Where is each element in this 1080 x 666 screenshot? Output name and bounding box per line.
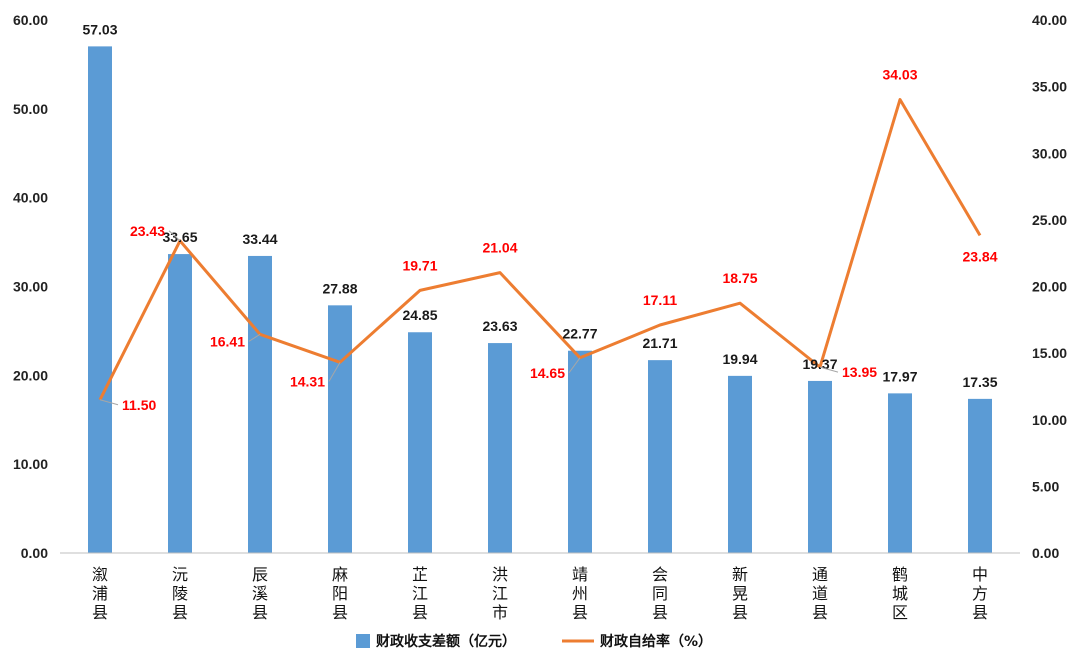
bar <box>88 46 112 554</box>
leader-line <box>99 399 119 406</box>
line-value-label: 18.75 <box>722 270 757 286</box>
bar-value-label: 24.85 <box>402 307 437 323</box>
bar <box>168 254 192 553</box>
bar <box>248 255 272 553</box>
bar-series <box>88 46 992 554</box>
leader-line <box>568 357 581 374</box>
category-label: 会同县 <box>652 565 668 622</box>
line-value-label: 21.04 <box>482 240 517 256</box>
bar-value-label: 23.63 <box>482 318 517 334</box>
bar <box>328 305 352 553</box>
bar <box>968 398 992 553</box>
left-tick-label: 0.00 <box>21 545 48 561</box>
bar-value-label: 27.88 <box>322 280 357 296</box>
bar <box>408 332 432 553</box>
right-tick-label: 0.00 <box>1032 545 1059 561</box>
left-y-axis: 0.00 10.00 20.00 30.00 40.00 50.00 60.00 <box>13 12 48 561</box>
line-value-label: 34.03 <box>882 67 917 83</box>
legend-bar-label: 财政收支差额（亿元） <box>375 633 516 650</box>
bar-value-label: 19.94 <box>722 351 757 367</box>
right-tick-label: 10.00 <box>1032 412 1067 428</box>
left-tick-label: 60.00 <box>13 12 48 28</box>
left-tick-label: 50.00 <box>13 101 48 117</box>
bar <box>728 375 752 553</box>
bar <box>888 393 912 553</box>
bar-value-label: 57.03 <box>82 21 117 37</box>
category-label: 辰溪县 <box>252 565 268 622</box>
right-tick-label: 15.00 <box>1032 345 1067 361</box>
legend-line-label: 财政自给率（%） <box>599 633 712 650</box>
category-label: 芷江县 <box>412 565 428 622</box>
category-label: 溆浦县 <box>92 565 108 622</box>
category-label: 靖州县 <box>572 565 588 622</box>
leader-line <box>168 230 181 242</box>
line-value-label: 11.50 <box>122 397 156 413</box>
category-label: 新晃县 <box>732 565 748 622</box>
right-tick-label: 5.00 <box>1032 478 1059 494</box>
legend-bar-swatch <box>356 634 370 648</box>
line-value-labels: 11.50 23.43 16.41 14.31 19.71 21.04 14.65 17.11… <box>99 67 998 413</box>
legend: 财政收支差额（亿元） 财政自给率（%） <box>356 633 712 650</box>
line-value-label: 14.31 <box>290 373 325 389</box>
category-label: 洪江市 <box>492 565 508 622</box>
category-label: 鹤城区 <box>892 565 908 622</box>
right-tick-label: 40.00 <box>1032 12 1067 28</box>
right-tick-label: 30.00 <box>1032 145 1067 161</box>
line-value-label: 14.65 <box>530 365 565 381</box>
bar-value-label: 21.71 <box>642 335 677 351</box>
category-labels: 溆浦县 沅陵县 辰溪县 麻阳县 芷江县 洪江市 靖州县 会同县 新晃县 通道县 鹤城区 中方县 <box>92 565 988 622</box>
line-value-label: 23.84 <box>962 248 997 264</box>
leader-line <box>819 366 839 373</box>
bar-value-label: 19.37 <box>802 356 837 372</box>
category-label: 中方县 <box>972 565 988 622</box>
right-y-axis: 0.00 5.00 10.00 15.00 20.00 25.00 30.00 35.00 40… <box>1032 12 1067 561</box>
line-value-label: 23.43 <box>130 223 165 239</box>
bar-value-label: 17.97 <box>882 368 917 384</box>
left-tick-label: 30.00 <box>13 279 48 295</box>
leader-line <box>328 362 341 382</box>
bar <box>648 360 672 553</box>
right-tick-label: 20.00 <box>1032 279 1067 295</box>
bar-value-label: 22.77 <box>562 326 597 342</box>
leader-line <box>248 333 261 342</box>
right-tick-label: 35.00 <box>1032 79 1067 95</box>
right-tick-label: 25.00 <box>1032 212 1067 228</box>
bar-value-label: 33.65 <box>162 229 197 245</box>
bar <box>568 350 592 553</box>
left-tick-label: 10.00 <box>13 456 48 472</box>
bar-value-labels: 57.03 33.65 33.44 27.88 24.85 23.63 22.77 21.71… <box>82 21 997 389</box>
bar-value-label: 17.35 <box>962 374 997 390</box>
line-value-label: 16.41 <box>210 333 245 349</box>
line-value-label: 19.71 <box>402 257 437 273</box>
category-label: 通道县 <box>812 565 828 622</box>
bar-value-label: 33.44 <box>242 231 277 247</box>
left-tick-label: 20.00 <box>13 367 48 383</box>
line-value-label: 13.95 <box>842 364 877 380</box>
bar <box>808 380 832 553</box>
line-series <box>98 98 982 401</box>
line-path <box>98 98 982 401</box>
bar <box>488 343 512 553</box>
left-tick-label: 40.00 <box>13 190 48 206</box>
category-label: 麻阳县 <box>332 565 348 622</box>
category-label: 沅陵县 <box>172 565 188 622</box>
line-value-label: 17.11 <box>643 292 677 308</box>
